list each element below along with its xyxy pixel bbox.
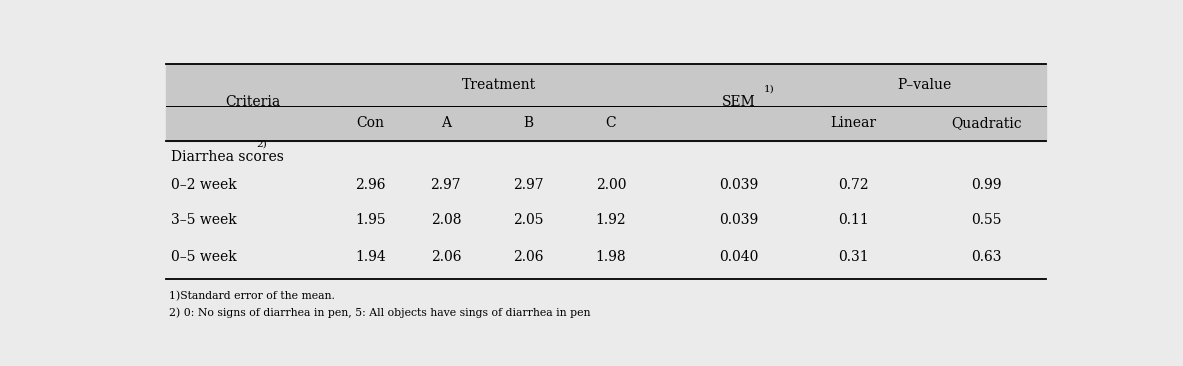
Text: 2.97: 2.97 — [513, 178, 544, 192]
Text: 2.06: 2.06 — [513, 250, 544, 264]
Text: Criteria: Criteria — [226, 96, 280, 109]
Text: 1.94: 1.94 — [355, 250, 386, 264]
Text: 0.31: 0.31 — [839, 250, 870, 264]
Text: 2.96: 2.96 — [355, 178, 386, 192]
Text: Quadratic: Quadratic — [951, 116, 1022, 130]
Text: 2.08: 2.08 — [431, 213, 461, 227]
Text: 2.05: 2.05 — [513, 213, 544, 227]
Text: 1): 1) — [764, 85, 775, 94]
Text: 0–2 week: 0–2 week — [170, 178, 237, 192]
Text: 0.11: 0.11 — [839, 213, 870, 227]
Text: 0–5 week: 0–5 week — [170, 250, 237, 264]
Text: 0.72: 0.72 — [839, 178, 870, 192]
Text: 0.55: 0.55 — [971, 213, 1002, 227]
Text: 3–5 week: 3–5 week — [170, 213, 237, 227]
Text: 1)Standard error of the mean.: 1)Standard error of the mean. — [169, 291, 335, 301]
Text: 1.95: 1.95 — [355, 213, 386, 227]
Text: 2.00: 2.00 — [595, 178, 626, 192]
Text: 2): 2) — [256, 140, 267, 149]
Text: 2.97: 2.97 — [431, 178, 461, 192]
Text: 0.039: 0.039 — [719, 213, 758, 227]
Text: Linear: Linear — [830, 116, 877, 130]
Text: 0.040: 0.040 — [719, 250, 759, 264]
Text: 1.92: 1.92 — [595, 213, 626, 227]
Text: 1.98: 1.98 — [595, 250, 626, 264]
Text: Treatment: Treatment — [461, 78, 536, 92]
Text: 0.039: 0.039 — [719, 178, 758, 192]
Text: B: B — [523, 116, 534, 130]
Text: 2.06: 2.06 — [431, 250, 461, 264]
Text: 0.63: 0.63 — [971, 250, 1002, 264]
Text: P–value: P–value — [898, 78, 952, 92]
Text: A: A — [441, 116, 451, 130]
Text: Diarrhea scores: Diarrhea scores — [170, 150, 284, 164]
Text: 2) 0: No signs of diarrhea in pen, 5: All objects have sings of diarrhea in pen: 2) 0: No signs of diarrhea in pen, 5: Al… — [169, 308, 590, 318]
Text: Con: Con — [356, 116, 384, 130]
Text: SEM: SEM — [723, 96, 756, 109]
Text: 0.99: 0.99 — [971, 178, 1002, 192]
Text: C: C — [606, 116, 616, 130]
